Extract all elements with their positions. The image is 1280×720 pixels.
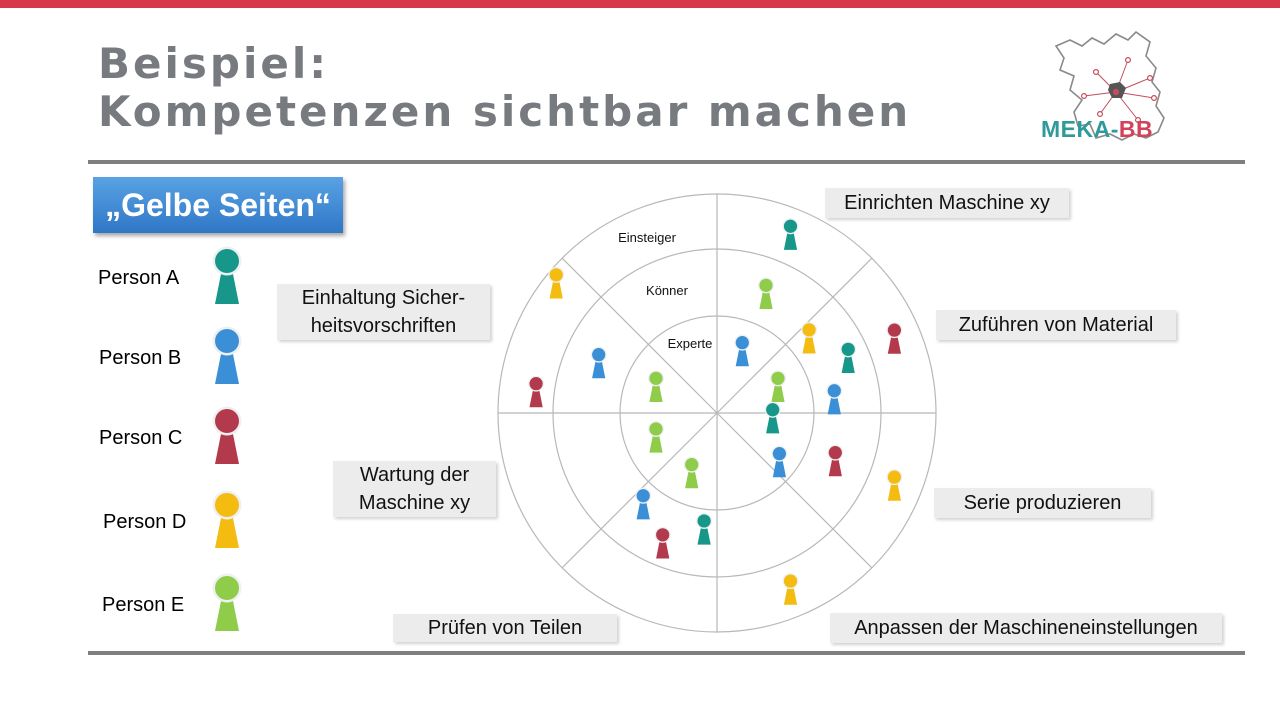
legend-pawn-person-e-icon <box>207 573 247 638</box>
legend-pawn-person-a-icon <box>207 246 247 311</box>
pawn-person-b-icon <box>826 382 843 415</box>
sector-label-6-line-2: Maschine xy <box>358 492 471 514</box>
logo-text-meka: MEKA- <box>1041 116 1119 142</box>
pawn-person-b-icon <box>590 346 607 379</box>
pawn-person-a-icon <box>696 512 713 545</box>
pawn-person-c-icon <box>886 322 903 354</box>
title-line-1: Beispiel: <box>98 39 330 88</box>
meka-bb-logo-icon <box>1054 30 1165 141</box>
pawn-person-d-icon <box>782 573 799 605</box>
pawn-person-d-icon <box>886 469 903 501</box>
sector-label-2-line-1: Zuführen von Material <box>958 314 1154 336</box>
sector-label-2: Zuführen von Material <box>936 310 1176 340</box>
legend-label-person-c: Person C <box>99 427 183 449</box>
sector-label-4: Anpassen der Maschineneinstellungen <box>830 613 1222 643</box>
pawn-person-a-icon <box>782 218 799 250</box>
logo-text-bb: BB <box>1118 116 1154 142</box>
pawn-person-b-icon <box>635 487 652 520</box>
ring-label-2: Könner <box>646 283 689 298</box>
sector-label-7-line-1: Einhaltung Sicher- <box>301 287 466 309</box>
sector-label-7: Einhaltung Sicher-heitsvorschriften <box>277 284 490 340</box>
title-line-2: Kompetenzen sichtbar machen <box>98 87 912 136</box>
legend-label-person-d: Person D <box>103 511 187 533</box>
legend-label-person-e: Person E <box>102 594 185 616</box>
spoke-line-4 <box>716 412 873 569</box>
sector-label-5-line-1: Prüfen von Teilen <box>427 617 583 639</box>
sector-label-3: Serie produzieren <box>934 488 1151 518</box>
pawn-person-c-icon <box>654 526 671 559</box>
pawn-person-e-icon <box>770 370 786 402</box>
pawn-person-b-icon <box>771 445 788 478</box>
sector-label-3-line-1: Serie produzieren <box>963 492 1122 514</box>
sector-label-6-line-1: Wartung der <box>359 464 470 486</box>
header-divider <box>88 160 1245 164</box>
sector-label-1-line-1: Einrichten Maschine xy <box>844 192 1050 214</box>
spoke-line-2 <box>716 257 873 414</box>
gelbe-seiten-heading: „Gelbe Seiten“ <box>93 177 343 233</box>
ring-label-1: Experte <box>668 336 713 351</box>
page-title: Beispiel: Kompetenzen sichtbar machen <box>98 40 911 136</box>
pawn-person-e-icon <box>648 420 664 453</box>
legend-label-person-b: Person B <box>99 347 182 369</box>
legend-label-person-a: Person A <box>98 267 180 289</box>
pawn-person-a-icon <box>840 341 857 373</box>
spoke-line-8 <box>561 257 718 414</box>
sector-label-4-line-1: Anpassen der Maschineneinstellungen <box>854 617 1198 639</box>
footer-divider <box>88 651 1245 655</box>
pawn-person-b-icon <box>734 334 751 367</box>
pawn-person-d-icon <box>548 266 565 299</box>
ring-label-3: Einsteiger <box>618 230 676 245</box>
pawn-person-d-icon <box>801 321 818 354</box>
legend-pawn-person-b-icon <box>207 326 247 391</box>
pawn-person-c-icon <box>827 444 844 477</box>
pawn-person-c-icon <box>528 375 545 408</box>
pawn-person-e-icon <box>758 277 774 309</box>
legend-pawn-person-d-icon <box>207 490 247 555</box>
top-accent-bar <box>0 0 1280 8</box>
legend-pawn-person-c-icon <box>207 406 247 471</box>
sector-label-5: Prüfen von Teilen <box>393 614 617 642</box>
sector-label-7-line-2: heitsvorschriften <box>310 315 457 337</box>
pawn-person-e-icon <box>683 456 700 489</box>
pawn-person-a-icon <box>764 401 781 434</box>
logo-wordmark: MEKA-BB <box>1041 116 1153 143</box>
pawn-person-e-icon <box>648 370 664 402</box>
sector-label-6: Wartung der Maschine xy <box>333 461 496 517</box>
sector-label-1: Einrichten Maschine xy <box>825 188 1069 218</box>
